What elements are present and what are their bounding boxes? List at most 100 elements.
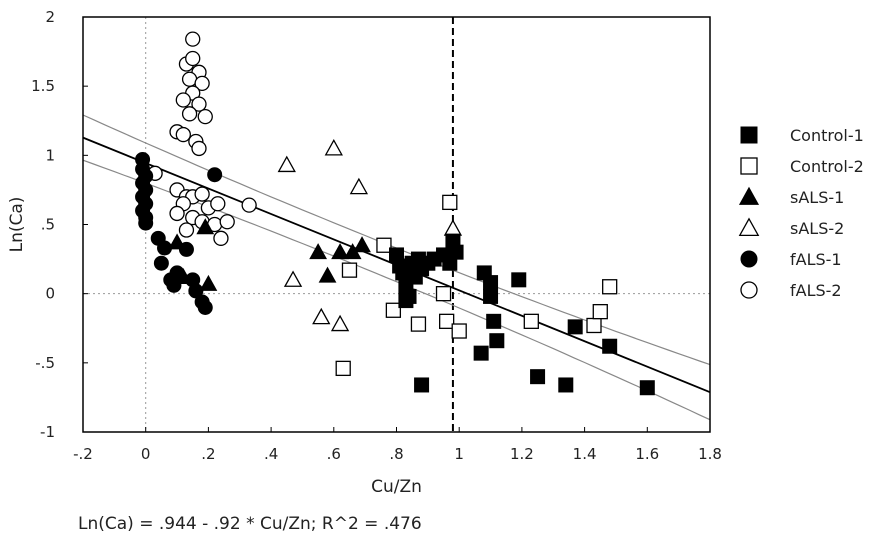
legend-marker-control-2: [740, 157, 758, 175]
point-sals-2: [277, 155, 296, 173]
point-sals-1: [309, 243, 328, 260]
point-sals-2: [324, 139, 343, 156]
x-tick-label: 1.2: [510, 445, 534, 463]
point-fals-2: [191, 96, 207, 112]
point-control-2: [442, 194, 458, 211]
data-points: [135, 31, 655, 396]
x-tick-label: .4: [264, 445, 278, 463]
point-control-1: [486, 313, 502, 329]
regression-equation: Ln(Ca) = .944 - .92 * Cu/Zn; R^2 = .476: [78, 514, 422, 534]
point-sals-2: [443, 219, 463, 236]
legend-label-control-2: Control-2: [790, 157, 864, 176]
point-control-1: [473, 345, 489, 361]
point-fals-2: [213, 230, 229, 246]
x-tick-label: .6: [327, 445, 341, 463]
point-fals-2: [178, 222, 195, 238]
y-tick-label: .5: [41, 216, 55, 234]
point-control-2: [586, 317, 602, 334]
legend-label-fals-2: fALS-2: [790, 281, 842, 300]
point-sals-1: [168, 233, 186, 250]
point-control-1: [398, 293, 414, 309]
point-sals-1: [174, 267, 193, 285]
x-tick-label: .8: [389, 445, 403, 463]
x-axis-title: Cu/Zn: [371, 477, 422, 497]
legend-marker-control-1: [740, 126, 758, 144]
x-tick-label: 1.6: [635, 445, 659, 463]
reference-lines: [83, 17, 710, 432]
legend: Control-1 Control-2 sALS-1 sALS-2 fALS-1 fALS…: [738, 126, 864, 300]
point-control-1: [414, 377, 430, 393]
x-tick-label: 1.8: [698, 445, 722, 463]
x-tick-label: .2: [201, 445, 215, 463]
point-control-2: [592, 303, 608, 320]
point-control-1: [489, 333, 505, 349]
point-control-2: [602, 279, 618, 295]
point-control-1: [567, 319, 583, 335]
point-control-2: [410, 316, 427, 332]
point-sals-2: [283, 270, 303, 287]
point-control-2: [435, 286, 452, 302]
point-control-2: [335, 360, 351, 377]
point-control-1: [483, 275, 499, 291]
point-sals-1: [196, 218, 215, 235]
point-fals-2: [185, 31, 201, 47]
point-fals-1: [153, 255, 169, 271]
y-tick-label: 1: [45, 146, 55, 164]
point-fals-2: [194, 75, 210, 92]
point-fals-2: [210, 196, 226, 212]
point-control-1: [558, 377, 574, 393]
point-fals-2: [175, 126, 191, 143]
point-control-2: [341, 262, 358, 278]
legend-label-sals-2: sALS-2: [790, 219, 844, 238]
point-fals-1: [207, 167, 223, 183]
point-fals-1: [197, 300, 213, 315]
y-tick-label: -1: [40, 423, 55, 441]
x-tick-label: 1.4: [573, 445, 597, 463]
point-control-1: [511, 272, 527, 288]
point-control-1: [483, 288, 499, 304]
x-tick-label: 1: [454, 445, 464, 463]
point-control-2: [439, 313, 455, 329]
legend-marker-sals-1: [738, 186, 760, 205]
point-fals-2: [194, 186, 210, 202]
point-sals-2: [312, 307, 331, 325]
point-fals-2: [181, 71, 198, 87]
point-control-1: [530, 369, 546, 385]
y-axis-title: Ln(Ca): [7, 197, 27, 253]
legend-marker-fals-2: [740, 281, 758, 299]
point-fals-2: [191, 140, 207, 157]
point-fals-2: [175, 92, 191, 108]
point-control-1: [445, 233, 461, 249]
point-control-1: [602, 338, 618, 354]
legend-label-control-1: Control-1: [790, 126, 864, 145]
point-control-1: [639, 380, 655, 396]
point-fals-2: [181, 106, 198, 122]
point-fals-2: [197, 108, 213, 125]
point-sals-1: [331, 243, 349, 260]
point-control-2: [451, 323, 467, 339]
point-sals-2: [330, 314, 350, 332]
legend-marker-sals-2: [738, 217, 760, 237]
y-tick-label: -.5: [35, 354, 55, 372]
legend-label-sals-1: sALS-1: [790, 188, 844, 207]
x-tick-label: -.2: [73, 445, 93, 463]
point-sals-1: [353, 236, 371, 253]
point-fals-1: [138, 215, 154, 231]
point-fals-2: [219, 214, 235, 230]
point-sals-2: [349, 177, 369, 195]
point-fals-2: [241, 197, 257, 213]
axis-ticks: -.2 0 .2 .4 .6 .8 1 1.2 1.4 1.6 1.8 -1 -.5 0 .5 1 1.5 2: [31, 8, 722, 463]
y-tick-label: 0: [45, 285, 55, 303]
point-fals-2: [169, 205, 185, 222]
x-tick-label: 0: [141, 445, 151, 463]
y-tick-label: 2: [45, 8, 55, 26]
point-sals-1: [199, 274, 218, 291]
point-control-2: [376, 237, 392, 253]
plot-frame: [82, 16, 711, 433]
legend-label-fals-1: fALS-1: [790, 250, 842, 269]
point-control-2: [523, 313, 539, 329]
point-fals-2: [185, 50, 201, 67]
legend-marker-fals-1: [740, 250, 758, 268]
y-tick-label: 1.5: [31, 77, 55, 95]
